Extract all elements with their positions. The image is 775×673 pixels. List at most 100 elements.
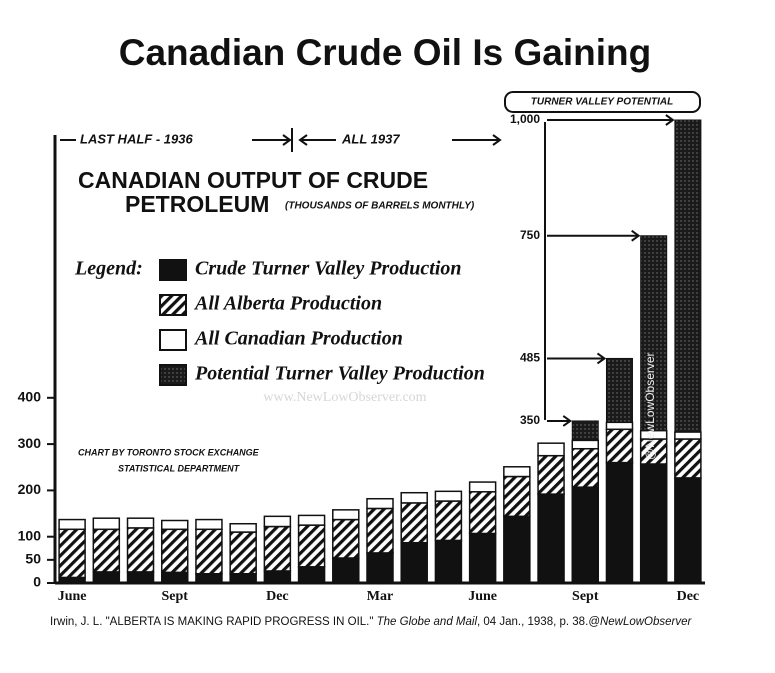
y-tick-label: 200 <box>18 481 42 497</box>
bar-segment <box>263 515 292 528</box>
legend-swatch <box>159 364 187 386</box>
potential-arrowhead <box>631 229 641 242</box>
legend-swatch <box>159 259 187 281</box>
bar-segment <box>537 454 565 495</box>
bar-segment <box>92 517 121 531</box>
caption-citation: Irwin, J. L. "ALBERTA IS MAKING RAPID PR… <box>50 616 377 628</box>
y-tick-label: 100 <box>18 527 42 543</box>
bar-segment <box>537 442 565 457</box>
bar-segment <box>126 571 155 584</box>
caption-handle: @NewLowObserver <box>588 616 692 628</box>
bar-segment <box>468 532 497 584</box>
bar-segment <box>297 514 326 526</box>
potential-box <box>504 91 701 113</box>
bar-segment <box>434 500 463 542</box>
bar-segment <box>366 507 394 554</box>
bar-segment <box>126 517 155 529</box>
legend-title: Legend: <box>74 258 143 280</box>
bar-segment <box>571 447 600 488</box>
bar-segment <box>126 527 155 573</box>
x-tick-label: June <box>58 589 87 604</box>
bar-segment <box>58 576 86 584</box>
bar-segment <box>160 519 189 531</box>
y-tick-label: 0 <box>33 574 41 590</box>
chart-title: PETROLEUM <box>125 191 269 217</box>
bar-segment <box>195 572 223 584</box>
caption-publication: The Globe and Mail <box>377 616 478 628</box>
bar-segment <box>332 509 360 521</box>
watermark: www.NewLowObserver.com <box>263 390 426 405</box>
x-tick-label: Sept <box>162 589 189 604</box>
watermark: @NewLowObserver <box>643 352 657 460</box>
bar-segment <box>400 491 428 504</box>
x-tick-label: Dec <box>266 589 289 604</box>
bar-segment <box>674 431 702 440</box>
source-note: CHART BY TORONTO STOCK EXCHANGE <box>78 447 260 457</box>
bar-segment <box>58 528 86 579</box>
potential-label: 750 <box>520 228 540 242</box>
bar-segment <box>639 463 668 584</box>
bar-segment <box>674 477 702 584</box>
bar-segment <box>366 497 394 510</box>
bar-segment <box>503 466 531 478</box>
bar-segment <box>92 571 121 584</box>
bar-segment <box>263 570 292 584</box>
caption-details: , 04 Jan., 1938, p. 38. <box>477 616 588 628</box>
x-tick-label: Sept <box>572 589 599 604</box>
bar-segment <box>434 539 463 584</box>
x-tick-label: June <box>468 589 497 604</box>
potential-label: 485 <box>520 351 540 365</box>
bar-segment <box>195 528 223 575</box>
bar-segment <box>58 518 86 531</box>
legend-label: All Canadian Production <box>193 328 403 350</box>
bar-segment <box>229 572 257 584</box>
potential-label: 1,000 <box>510 112 540 126</box>
legend-swatch <box>159 294 187 316</box>
bar-segment <box>332 518 360 559</box>
bar-segment <box>503 515 531 584</box>
period-label: ALL 1937 <box>341 131 400 146</box>
bar-segment <box>605 461 634 584</box>
legend-label: All Alberta Production <box>193 293 382 315</box>
bar-segment <box>229 531 257 575</box>
potential-arrowhead <box>596 352 607 365</box>
headline: Canadian Crude Oil Is Gaining <box>119 32 651 73</box>
y-tick-label: 300 <box>18 435 42 451</box>
bar-segment <box>537 493 565 584</box>
y-tick-label: 50 <box>25 551 41 567</box>
caption: Irwin, J. L. "ALBERTA IS MAKING RAPID PR… <box>50 616 693 628</box>
source-note: STATISTICAL DEPARTMENT <box>118 463 241 473</box>
chart-subtitle: (THOUSANDS OF BARRELS MONTHLY) <box>285 201 475 212</box>
legend-label: Crude Turner Valley Production <box>195 258 462 280</box>
bar-segment <box>229 522 257 533</box>
bar-segment <box>468 481 497 493</box>
bar-segment <box>434 490 463 502</box>
y-tick-label: 400 <box>18 389 42 405</box>
potential-arrowhead <box>562 415 572 427</box>
bar-segment <box>160 571 189 584</box>
potential-label: 350 <box>520 413 540 427</box>
legend-label: Potential Turner Valley Production <box>194 363 485 385</box>
x-tick-label: Mar <box>367 589 393 604</box>
bar-segment <box>195 518 223 531</box>
bar-segment <box>400 541 428 584</box>
bar-segment <box>297 566 326 584</box>
legend-swatch <box>159 329 187 351</box>
bar-segment <box>468 491 497 535</box>
bar-segment <box>639 429 668 440</box>
bar-segment <box>366 552 394 584</box>
bar-segment <box>605 428 634 464</box>
bar-segment <box>160 528 189 574</box>
bar-segment <box>571 439 600 450</box>
bar-segment <box>263 525 292 572</box>
bar-segment <box>332 557 360 584</box>
potential-title: TURNER VALLEY POTENTIAL <box>531 97 673 108</box>
x-tick-label: Dec <box>677 589 700 604</box>
period-arrows <box>60 128 502 152</box>
bar-segment <box>400 502 428 544</box>
bar-segment <box>297 524 326 568</box>
period-label: LAST HALF - 1936 <box>80 131 193 146</box>
bar-segment <box>674 438 702 479</box>
bar-segment <box>605 421 634 431</box>
